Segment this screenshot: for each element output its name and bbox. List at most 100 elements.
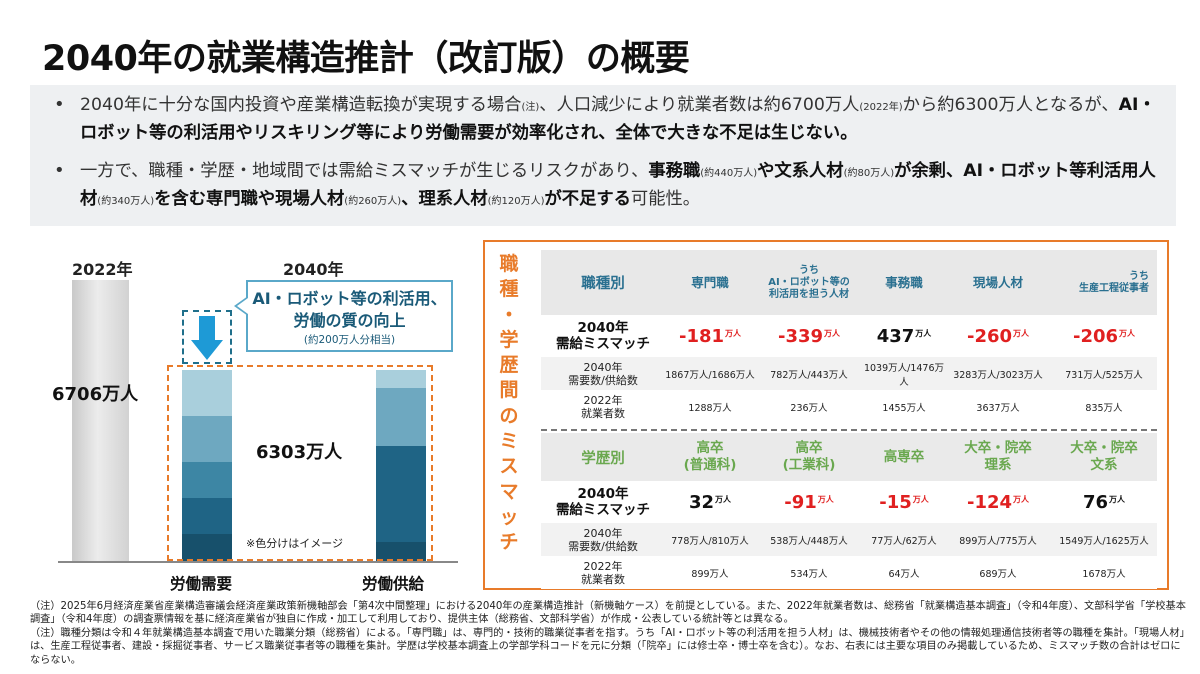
col-header-text: 高専卒 — [883, 448, 925, 465]
mismatch-value: 32 — [688, 491, 715, 513]
mismatch-value: -91 — [784, 491, 817, 513]
workers-cell: 1678万人 — [1082, 568, 1126, 580]
vertical-title-char: ミ — [499, 430, 519, 453]
summary-emphasis: が余剰、AI・ロボット等利活用人材 — [80, 161, 1156, 209]
mismatch-value: -339 — [777, 325, 824, 347]
reduction-dashed-frame — [182, 310, 232, 364]
education-table: 学歴別 高卒 (普通科) 高卒 (工業科) 高専卒 大卒・院卒 理系 大卒・院卒 文系 2040… — [541, 433, 1157, 589]
mismatch-unit: 万人 — [915, 328, 932, 338]
mismatch-row: 2040年 需給ミスマッチ 32 万人 -91 万人 -15 万人 -124 万人 76 万人 — [541, 481, 1157, 523]
vertical-title-char: 職 — [499, 253, 519, 275]
mismatch-cell: 32 万人 — [665, 492, 755, 513]
col-header: 事務職 — [863, 275, 945, 290]
mismatch-unit: 万人 — [817, 494, 834, 504]
vertical-title-char: 学 — [499, 328, 519, 351]
mismatch-unit: 万人 — [912, 494, 929, 504]
summary-note: (約340万人) — [97, 195, 155, 207]
bar-2022 — [72, 280, 129, 563]
summary-note: (2022年) — [859, 102, 903, 113]
mismatch-value: -260 — [966, 325, 1013, 347]
workers-cell: 835万人 — [1085, 402, 1123, 414]
footnote: （注）2025年6月経済産業省産業構造審議会経済産業政策新機軸部会「第4次中間整… — [30, 601, 1186, 626]
stack-segment — [182, 534, 232, 562]
vertical-title-char: チ — [499, 531, 519, 554]
mismatch-cell: -260 万人 — [945, 326, 1051, 347]
col-header: 大卒・院卒 文系 — [1051, 440, 1157, 474]
summary-bullet-2: 一方で、職種・学歴・地域間では需給ミスマッチが生じるリスクがあり、事務職(約44… — [50, 159, 1164, 214]
col-header-text: 理系 — [984, 457, 1012, 473]
col-header-text: 高卒 — [795, 440, 823, 456]
summary-text: から約6300万人となるが、 — [902, 95, 1119, 115]
stack-segment — [182, 462, 232, 498]
col-header: 高卒 (工業科) — [755, 440, 863, 474]
col-header-text: 専門職 — [691, 275, 729, 290]
demand-row: 2040年 需要数/供給数 778万人/810万人 538万人/448万人 77万人/6… — [541, 523, 1157, 556]
demand-row: 2040年 需要数/供給数 1867万人/1686万人 782万人/443万人 1039… — [541, 357, 1157, 390]
mismatch-unit: 万人 — [1119, 328, 1136, 338]
stack-segment — [182, 370, 232, 416]
mismatch-value: -206 — [1072, 325, 1119, 347]
workers-cell: 236万人 — [790, 402, 828, 414]
summary-emphasis: 、理系人材 — [401, 188, 488, 209]
year-2040-label: 2040年 — [283, 260, 344, 279]
col-header: 専門職 — [665, 275, 755, 290]
mismatch-value: -15 — [879, 491, 912, 513]
summary-emphasis: AI・ロボット等の利活用やリスキリング等により労働需要が効率化され、全体で大きな… — [80, 95, 1156, 143]
col-header-text: 事務職 — [885, 275, 923, 290]
stack-segment — [376, 370, 426, 388]
demand-cell: 1867万人/1686万人 — [665, 369, 755, 381]
col-header: うち AI・ロボット等の利活用を担う人材 — [755, 265, 863, 301]
stack-segment — [376, 388, 426, 446]
summary-emphasis: を含む専門職や現場人材 — [154, 188, 345, 209]
vertical-title-char: 歴 — [499, 354, 519, 377]
mismatch-unit: 万人 — [715, 494, 732, 504]
summary-box: 2040年に十分な国内投資や産業構造転換が実現する場合(注)、人口減少により就業… — [30, 85, 1176, 226]
summary-bullet-1: 2040年に十分な国内投資や産業構造転換が実現する場合(注)、人口減少により就業… — [50, 93, 1164, 145]
mismatch-value: 437 — [876, 325, 915, 347]
col-header-top: うち — [799, 264, 819, 276]
callout-title: AI・ロボット等の利活用、労働の質の向上 — [252, 289, 447, 330]
footnote: （注）職種分類は令和４年就業構造基本調査で用いた職業分類（総務省）による。「専門… — [30, 627, 1190, 666]
mismatch-unit: 万人 — [725, 328, 742, 338]
x-label-supply: 労働供給 — [362, 575, 425, 593]
col-header: 大卒・院卒 理系 — [945, 440, 1051, 474]
chart-baseline — [58, 561, 458, 563]
x-label-demand: 労働需要 — [170, 575, 233, 593]
mismatch-cell: -181 万人 — [665, 326, 755, 347]
summary-text: 、人口減少により就業者数は約6700万人 — [539, 95, 860, 115]
col-header-text: (工業科) — [782, 457, 836, 473]
color-note: ※色分けはイメージ — [246, 537, 343, 550]
row-label: 2040年 需要数/供給数 — [568, 526, 638, 553]
vertical-title-char: ・ — [499, 303, 519, 326]
col-header: 高卒 (普通科) — [665, 440, 755, 474]
mismatch-cell: -124 万人 — [945, 492, 1051, 513]
vertical-title-char: の — [499, 404, 519, 427]
occupation-table: 職種別 専門職 うち AI・ロボット等の利活用を担う人材 事務職 現場人材 うち生… — [541, 250, 1157, 423]
col-header-text: 生産工程従事者 — [1079, 282, 1149, 294]
mismatch-unit: 万人 — [1013, 328, 1030, 338]
stack-segment — [182, 416, 232, 462]
vertical-title-char: 種 — [499, 278, 519, 301]
summary-note: (約260万人) — [344, 195, 402, 207]
mismatch-row: 2040年 需給ミスマッチ -181 万人 -339 万人 437 万人 -260 万人 -206 万… — [541, 315, 1157, 357]
summary-note: (注) — [521, 102, 540, 113]
col-header-text: 大卒・院卒 — [1070, 440, 1138, 456]
table-header-row: 学歴別 高卒 (普通科) 高卒 (工業科) 高専卒 大卒・院卒 理系 大卒・院卒 文系 — [541, 433, 1157, 481]
mismatch-cell: -339 万人 — [755, 326, 863, 347]
occupation-header: 職種別 — [581, 276, 625, 292]
mismatch-panel — [483, 240, 1169, 590]
summary-text: 可能性。 — [630, 188, 701, 209]
vertical-title-char: マ — [499, 480, 519, 503]
callout-box: AI・ロボット等の利活用、労働の質の向上 (約200万人分相当) — [246, 280, 453, 352]
demand-cell: 731万人/525万人 — [1065, 369, 1143, 381]
demand-cell: 899万人/775万人 — [959, 535, 1037, 547]
workers-row: 2022年 就業者数 1288万人 236万人 1455万人 3637万人 835万人 — [541, 390, 1157, 423]
vertical-title: 職種・学歴間のミスマッチ — [492, 252, 526, 556]
down-arrow-icon — [191, 316, 223, 360]
demand-cell: 3283万人/3023万人 — [953, 369, 1043, 381]
workers-cell: 689万人 — [979, 568, 1017, 580]
vertical-title-char: 間 — [499, 379, 519, 402]
page-title: 2040年の就業構造推計（改訂版）の概要 — [42, 39, 690, 79]
supply-stack — [376, 370, 426, 561]
summary-note: (約120万人) — [487, 195, 545, 207]
